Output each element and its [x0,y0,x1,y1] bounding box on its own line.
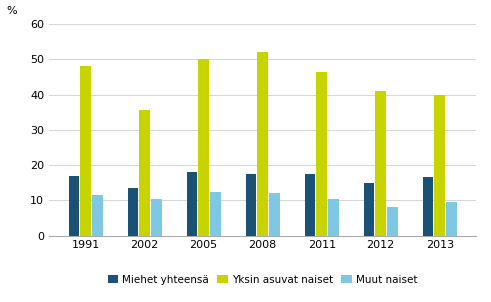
Bar [210,191,221,236]
Bar [69,176,79,236]
Bar [423,177,433,236]
Legend: Miehet yhteensä, Yksin asuvat naiset, Muut naiset: Miehet yhteensä, Yksin asuvat naiset, Mu… [108,275,417,284]
Bar [387,207,398,236]
Bar [187,172,197,236]
Text: %: % [6,6,17,16]
Bar [81,66,91,236]
Bar [446,202,457,236]
Bar [316,72,327,236]
Bar [128,188,138,236]
Bar [92,195,103,236]
Bar [151,199,162,236]
Bar [269,193,280,236]
Bar [304,174,315,236]
Bar [376,91,386,236]
Bar [328,199,339,236]
Bar [435,95,445,236]
Bar [198,59,209,236]
Bar [139,111,150,236]
Bar [257,52,268,236]
Bar [246,174,256,236]
Bar [364,183,374,236]
